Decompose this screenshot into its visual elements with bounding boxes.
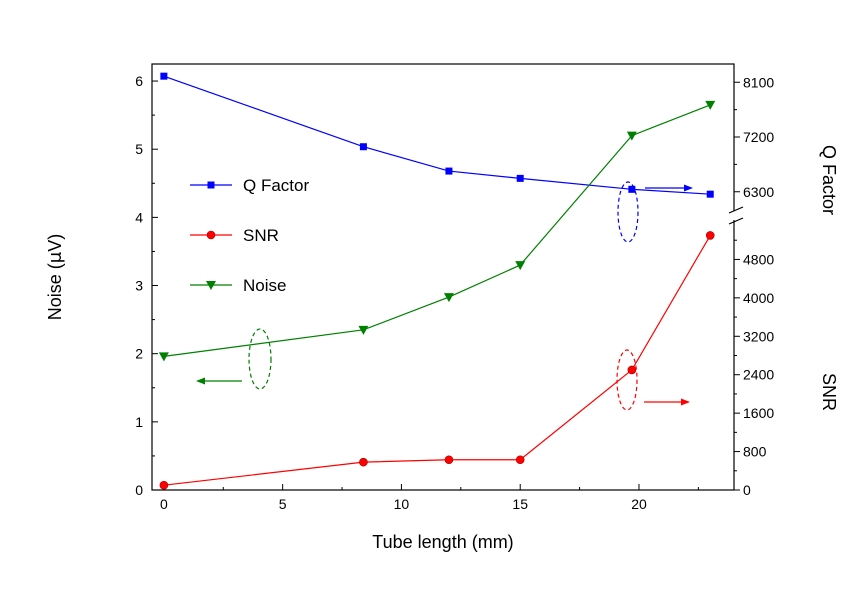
series-noise-point <box>515 261 526 271</box>
series-noise-point <box>705 100 716 110</box>
snr-axis-tick-label: 2400 <box>743 367 774 383</box>
series-snr-point <box>627 365 637 375</box>
x-tick-label: 20 <box>631 496 647 512</box>
annotation-qfactor-arrowhead <box>684 184 693 192</box>
x-tick-label: 5 <box>279 496 287 512</box>
snr-axis-tick-label: 800 <box>743 444 767 460</box>
annotation-noise-arrowhead <box>196 377 205 385</box>
left-tick-label: 5 <box>135 141 143 157</box>
legend: Q Factor SNR Noise <box>190 176 309 295</box>
axis-break-mark <box>728 206 744 214</box>
series-noise-point <box>443 293 454 303</box>
x-tick-label: 0 <box>160 496 168 512</box>
qfactor-axis-tick-label: 7200 <box>743 129 774 145</box>
series-q-factor-point <box>359 143 367 151</box>
legend-swatch-marker <box>206 230 216 240</box>
series-noise-point <box>358 325 369 335</box>
series-snr-point <box>444 455 454 465</box>
annotation-snr <box>616 349 690 411</box>
snr-axis-tick-label: 4800 <box>743 251 774 267</box>
snr-axis-tick-label: 1600 <box>743 405 774 421</box>
series-q-factor-point <box>445 167 453 175</box>
left-tick-label: 1 <box>135 414 143 430</box>
series-layer <box>158 72 716 490</box>
x-tick-label: 10 <box>394 496 410 512</box>
series-noise-point <box>158 352 169 362</box>
legend-swatch-marker <box>206 281 216 290</box>
snr-axis-tick-label: 4000 <box>743 290 774 306</box>
x-axis-title: Tube length (mm) <box>372 532 513 552</box>
legend-swatch-marker <box>207 181 215 189</box>
left-axis: 0 1 2 3 4 5 6 <box>135 73 158 498</box>
right-upper-axis-title: Q Factor <box>819 145 839 215</box>
series-q-factor-point <box>160 72 168 80</box>
left-tick-label: 6 <box>135 73 143 89</box>
series-noise-line <box>163 104 711 358</box>
x-tick-label: 15 <box>512 496 528 512</box>
annotation-qfactor-ellipse <box>617 181 639 243</box>
legend-item-snr: SNR <box>190 226 279 245</box>
series-q-factor-point <box>706 190 714 198</box>
mu-symbol: μ <box>45 251 66 263</box>
annotation-snr-arrowhead <box>681 398 690 406</box>
series-q-factor-point <box>516 174 524 182</box>
series-noise <box>158 100 716 362</box>
plot-frame <box>151 63 735 491</box>
annotation-qfactor <box>617 181 693 243</box>
series-q-factor <box>160 72 714 198</box>
x-axis: 0 5 10 15 20 <box>160 484 699 512</box>
annotation-noise <box>196 328 272 390</box>
axis-break-mark <box>728 217 744 225</box>
series-q-factor-line <box>163 75 711 195</box>
series-snr-point <box>515 455 525 465</box>
series-snr-point <box>705 231 715 240</box>
left-tick-label: 3 <box>135 278 143 294</box>
series-snr-point <box>359 457 368 467</box>
left-tick-label: 4 <box>135 209 143 225</box>
left-tick-label: 0 <box>135 482 143 498</box>
snr-axis-tick-label: 3200 <box>743 328 774 344</box>
annotation-snr-ellipse <box>616 349 638 411</box>
snr-axis-tick-label: 0 <box>743 482 751 498</box>
left-axis-title: Noise (μV) <box>45 234 66 320</box>
series-noise-point <box>626 131 637 141</box>
right-lower-axis-title: SNR <box>819 373 839 411</box>
annotation-noise-ellipse <box>248 328 272 390</box>
left-tick-label: 2 <box>135 346 143 362</box>
legend-item-noise: Noise <box>190 276 286 295</box>
legend-item-q-factor: Q Factor <box>190 176 309 195</box>
legend-label-snr: SNR <box>243 226 279 245</box>
qfactor-axis-tick-label: 6300 <box>743 184 774 200</box>
axis-break-gap <box>730 211 744 220</box>
series-snr-line <box>163 235 711 486</box>
series-q-factor-point <box>628 185 636 193</box>
legend-label-q-factor: Q Factor <box>243 176 309 195</box>
right-axis: 6300 7200 8100 0 800 1600 2400 3200 4000 4800 <box>728 74 774 498</box>
series-snr-point <box>159 480 169 490</box>
series-snr <box>159 231 715 490</box>
legend-label-noise: Noise <box>243 276 286 295</box>
qfactor-axis-tick-label: 8100 <box>743 74 774 90</box>
